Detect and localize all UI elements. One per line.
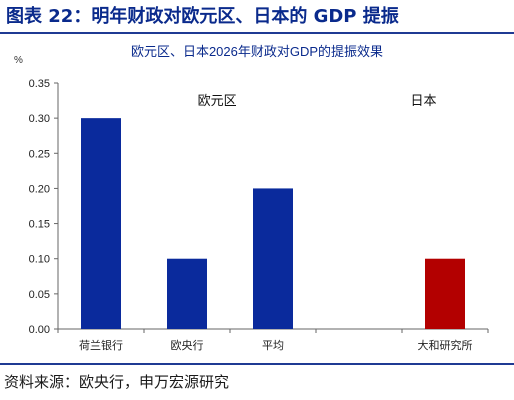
y-tick-label: 0.10 [29, 254, 50, 266]
source-note: 资料来源：欧央行，申万宏源研究 [4, 373, 230, 391]
bar [167, 258, 207, 329]
x-tick-label: 欧央行 [171, 339, 204, 352]
x-tick-label: 平均 [262, 339, 284, 352]
title-divider [0, 32, 514, 34]
bar [81, 118, 121, 330]
footer-divider [0, 363, 514, 365]
y-tick-label: 0.35 [29, 78, 50, 90]
y-tick-label: 0.15 [29, 219, 50, 231]
group-label: 日本 [410, 94, 436, 109]
y-tick-label: 0.20 [29, 183, 50, 195]
x-tick-label: 大和研究所 [418, 338, 473, 352]
x-tick-label: 荷兰银行 [79, 338, 123, 352]
y-axis-unit: % [14, 55, 23, 66]
figure-title: 图表 22：明年财政对欧元区、日本的 GDP 提振 [6, 6, 399, 27]
chart-title: 欧元区、日本2026年财政对GDP的提振效果 [130, 44, 384, 59]
y-tick-label: 0.30 [29, 113, 50, 125]
bar [253, 188, 293, 329]
y-tick-label: 0.25 [29, 148, 50, 160]
y-tick-label: 0.00 [29, 324, 50, 336]
group-label: 欧元区 [198, 94, 237, 109]
y-tick-label: 0.05 [29, 289, 50, 301]
bar [425, 258, 465, 329]
